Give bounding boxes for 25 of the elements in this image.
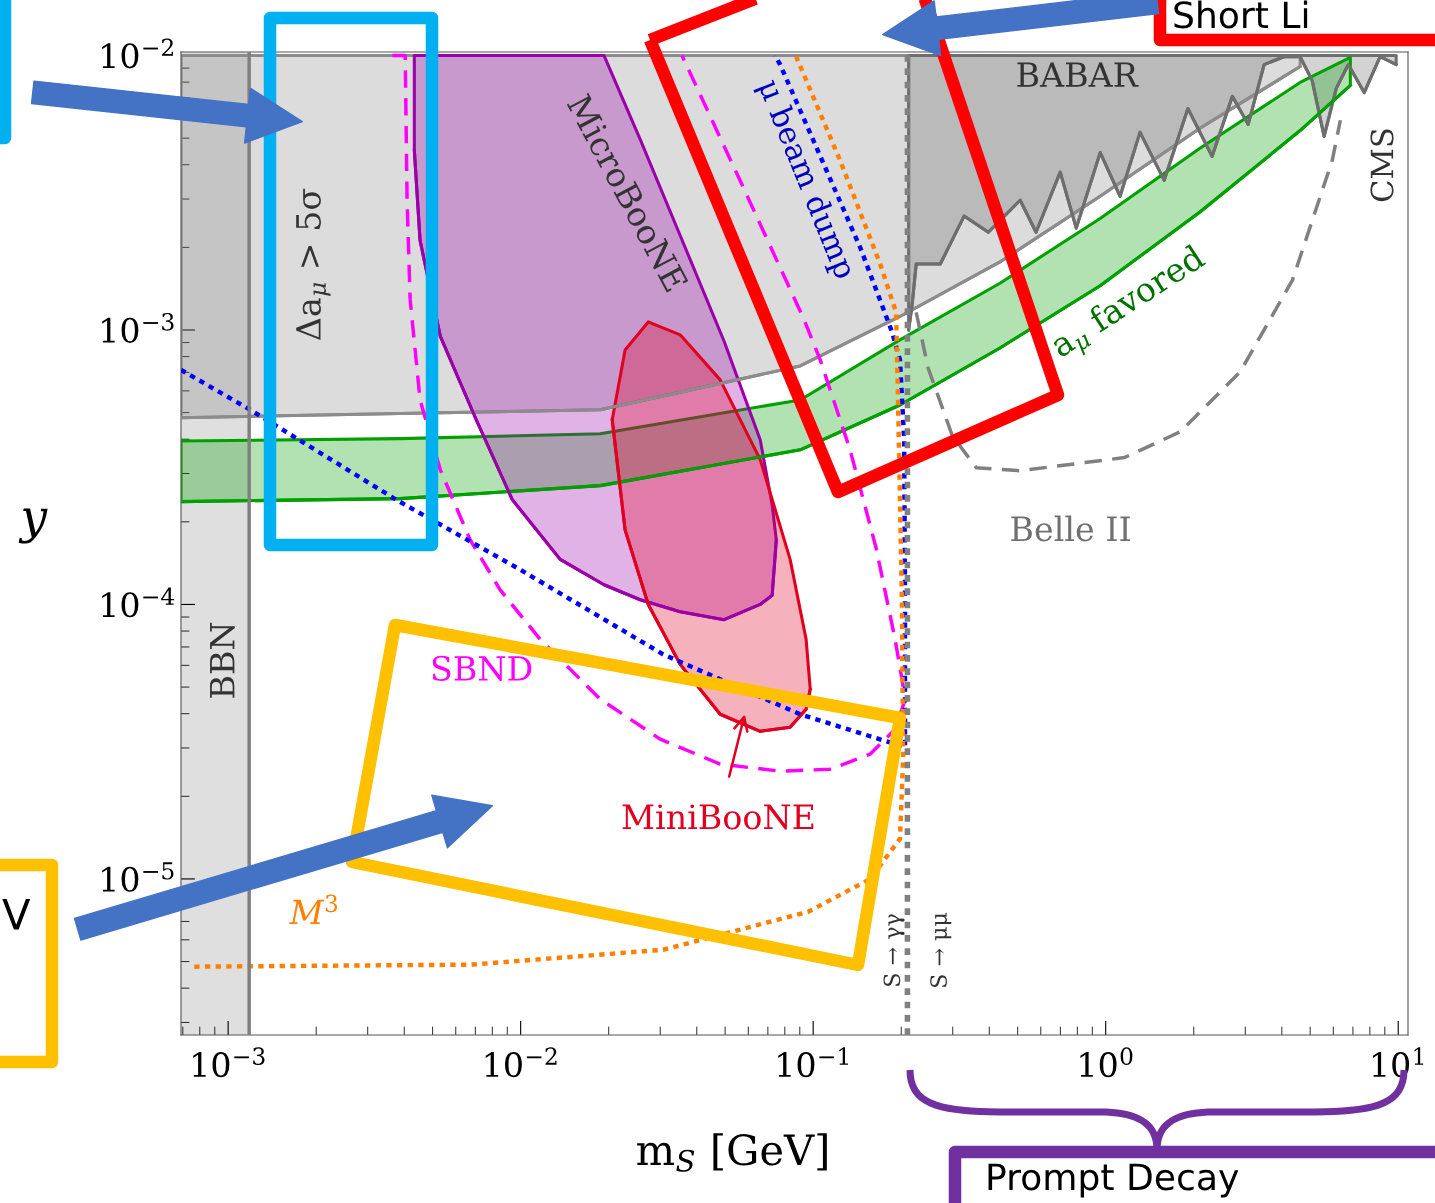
x-tick-label: 10$^{−2}$ bbox=[485, 1047, 557, 1078]
annotation: S → γγ bbox=[883, 914, 905, 986]
annotation: BBN bbox=[210, 622, 235, 698]
annotation: CMS bbox=[1370, 129, 1394, 202]
annotation: S → μμ bbox=[930, 912, 952, 988]
annotation: MiniBooNE bbox=[622, 804, 814, 830]
annotation: Δa$_{μ}$ > 5σ bbox=[296, 188, 331, 340]
annotation: BABAR bbox=[1017, 62, 1139, 87]
annotation: SBND bbox=[432, 655, 532, 681]
text: Prompt Decay bbox=[988, 1163, 1239, 1198]
annotation: μ beam dump bbox=[752, 76, 859, 283]
y-axis-title: y bbox=[18, 508, 48, 544]
y-tick-label: 10$^{−4}$ bbox=[102, 587, 175, 618]
annotation: M$^{3}$ bbox=[289, 894, 338, 925]
x-axis-title: m$_{S}$ [GeV] bbox=[637, 1133, 827, 1172]
x-tick-label: 10$^{−1}$ bbox=[778, 1047, 848, 1078]
x-tick-label: 10$^{0}$ bbox=[1080, 1047, 1133, 1078]
annotation: Belle II bbox=[1011, 515, 1130, 542]
y-tick-label: 10$^{−5}$ bbox=[102, 862, 174, 892]
y-tick-label: 10$^{−2}$ bbox=[102, 38, 173, 69]
text: V bbox=[2, 899, 31, 930]
y-tick-label: 10$^{−3}$ bbox=[102, 312, 174, 343]
text: Short Li bbox=[1174, 0, 1308, 29]
x-tick-label: 10$^{−3}$ bbox=[193, 1047, 265, 1078]
annotation: a$_{μ}$ favored bbox=[1047, 242, 1212, 367]
